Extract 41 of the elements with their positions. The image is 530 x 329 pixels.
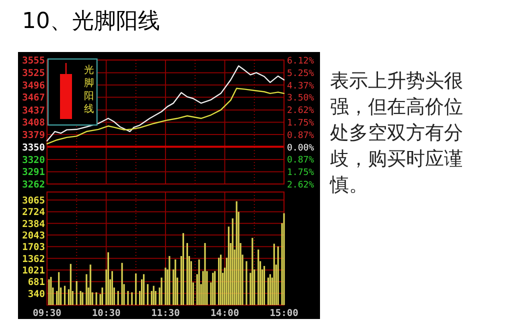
y2-tick-label: 1.75% bbox=[287, 118, 315, 128]
y2-tick-label: 6.12% bbox=[287, 56, 315, 66]
y-tick-label: 2384 bbox=[22, 218, 46, 230]
line-series bbox=[46, 65, 285, 142]
y-tick-label: 3379 bbox=[22, 130, 46, 141]
y-tick-label: 3262 bbox=[22, 180, 45, 190]
y2-tick-label: 2.62% bbox=[287, 106, 315, 116]
x-tick-label: 10:30 bbox=[92, 308, 121, 319]
x-tick-label: 11:30 bbox=[151, 308, 180, 319]
y2-tick-label: 1.75% bbox=[287, 168, 315, 178]
y-tick-label: 3555 bbox=[22, 56, 46, 66]
x-tick-label: 14:00 bbox=[210, 308, 240, 319]
y-tick-label: 1362 bbox=[22, 254, 45, 265]
y-tick-label: 3320 bbox=[22, 154, 46, 166]
y2-tick-label: 3.50% bbox=[287, 94, 315, 104]
y-tick-label: 2724 bbox=[22, 207, 46, 218]
y2-tick-label: 0.00% bbox=[287, 143, 315, 154]
y2-tick-label: 2.62% bbox=[287, 180, 315, 190]
y-tick-label: 3467 bbox=[22, 92, 45, 104]
y-tick-label: 1021 bbox=[22, 266, 46, 277]
y-tick-label: 3065 bbox=[22, 196, 46, 207]
y-tick-label: 2043 bbox=[22, 230, 46, 242]
y-tick-label: 3496 bbox=[22, 80, 46, 92]
x-tick-label: 15:00 bbox=[270, 308, 299, 319]
y-tick-label: 3408 bbox=[22, 118, 46, 129]
annotation: 光脚阳线 bbox=[84, 64, 94, 115]
y-tick-label: 3525 bbox=[22, 68, 46, 80]
y-tick-label: 3437 bbox=[22, 105, 45, 116]
y2-tick-label: 5.25% bbox=[287, 68, 315, 79]
y2-tick-label: 4.37% bbox=[287, 81, 315, 92]
y2-tick-label: 0.87% bbox=[287, 130, 315, 141]
y2-tick-label: 0.87% bbox=[287, 156, 315, 166]
line-series bbox=[46, 88, 285, 144]
text: 表示上升势头很强，但在高价位处多空双方有分歧，购买时应谨慎。 bbox=[330, 69, 464, 198]
y-tick-label: 681 bbox=[28, 277, 46, 288]
y-tick-label: 340 bbox=[28, 288, 46, 300]
y-tick-label: 1703 bbox=[22, 242, 46, 254]
y-tick-label: 3350 bbox=[22, 142, 46, 154]
chart-title: 10、光脚阳线 bbox=[22, 9, 160, 34]
y-tick-label: 3291 bbox=[22, 167, 46, 178]
x-tick-label: 09:30 bbox=[32, 308, 62, 319]
